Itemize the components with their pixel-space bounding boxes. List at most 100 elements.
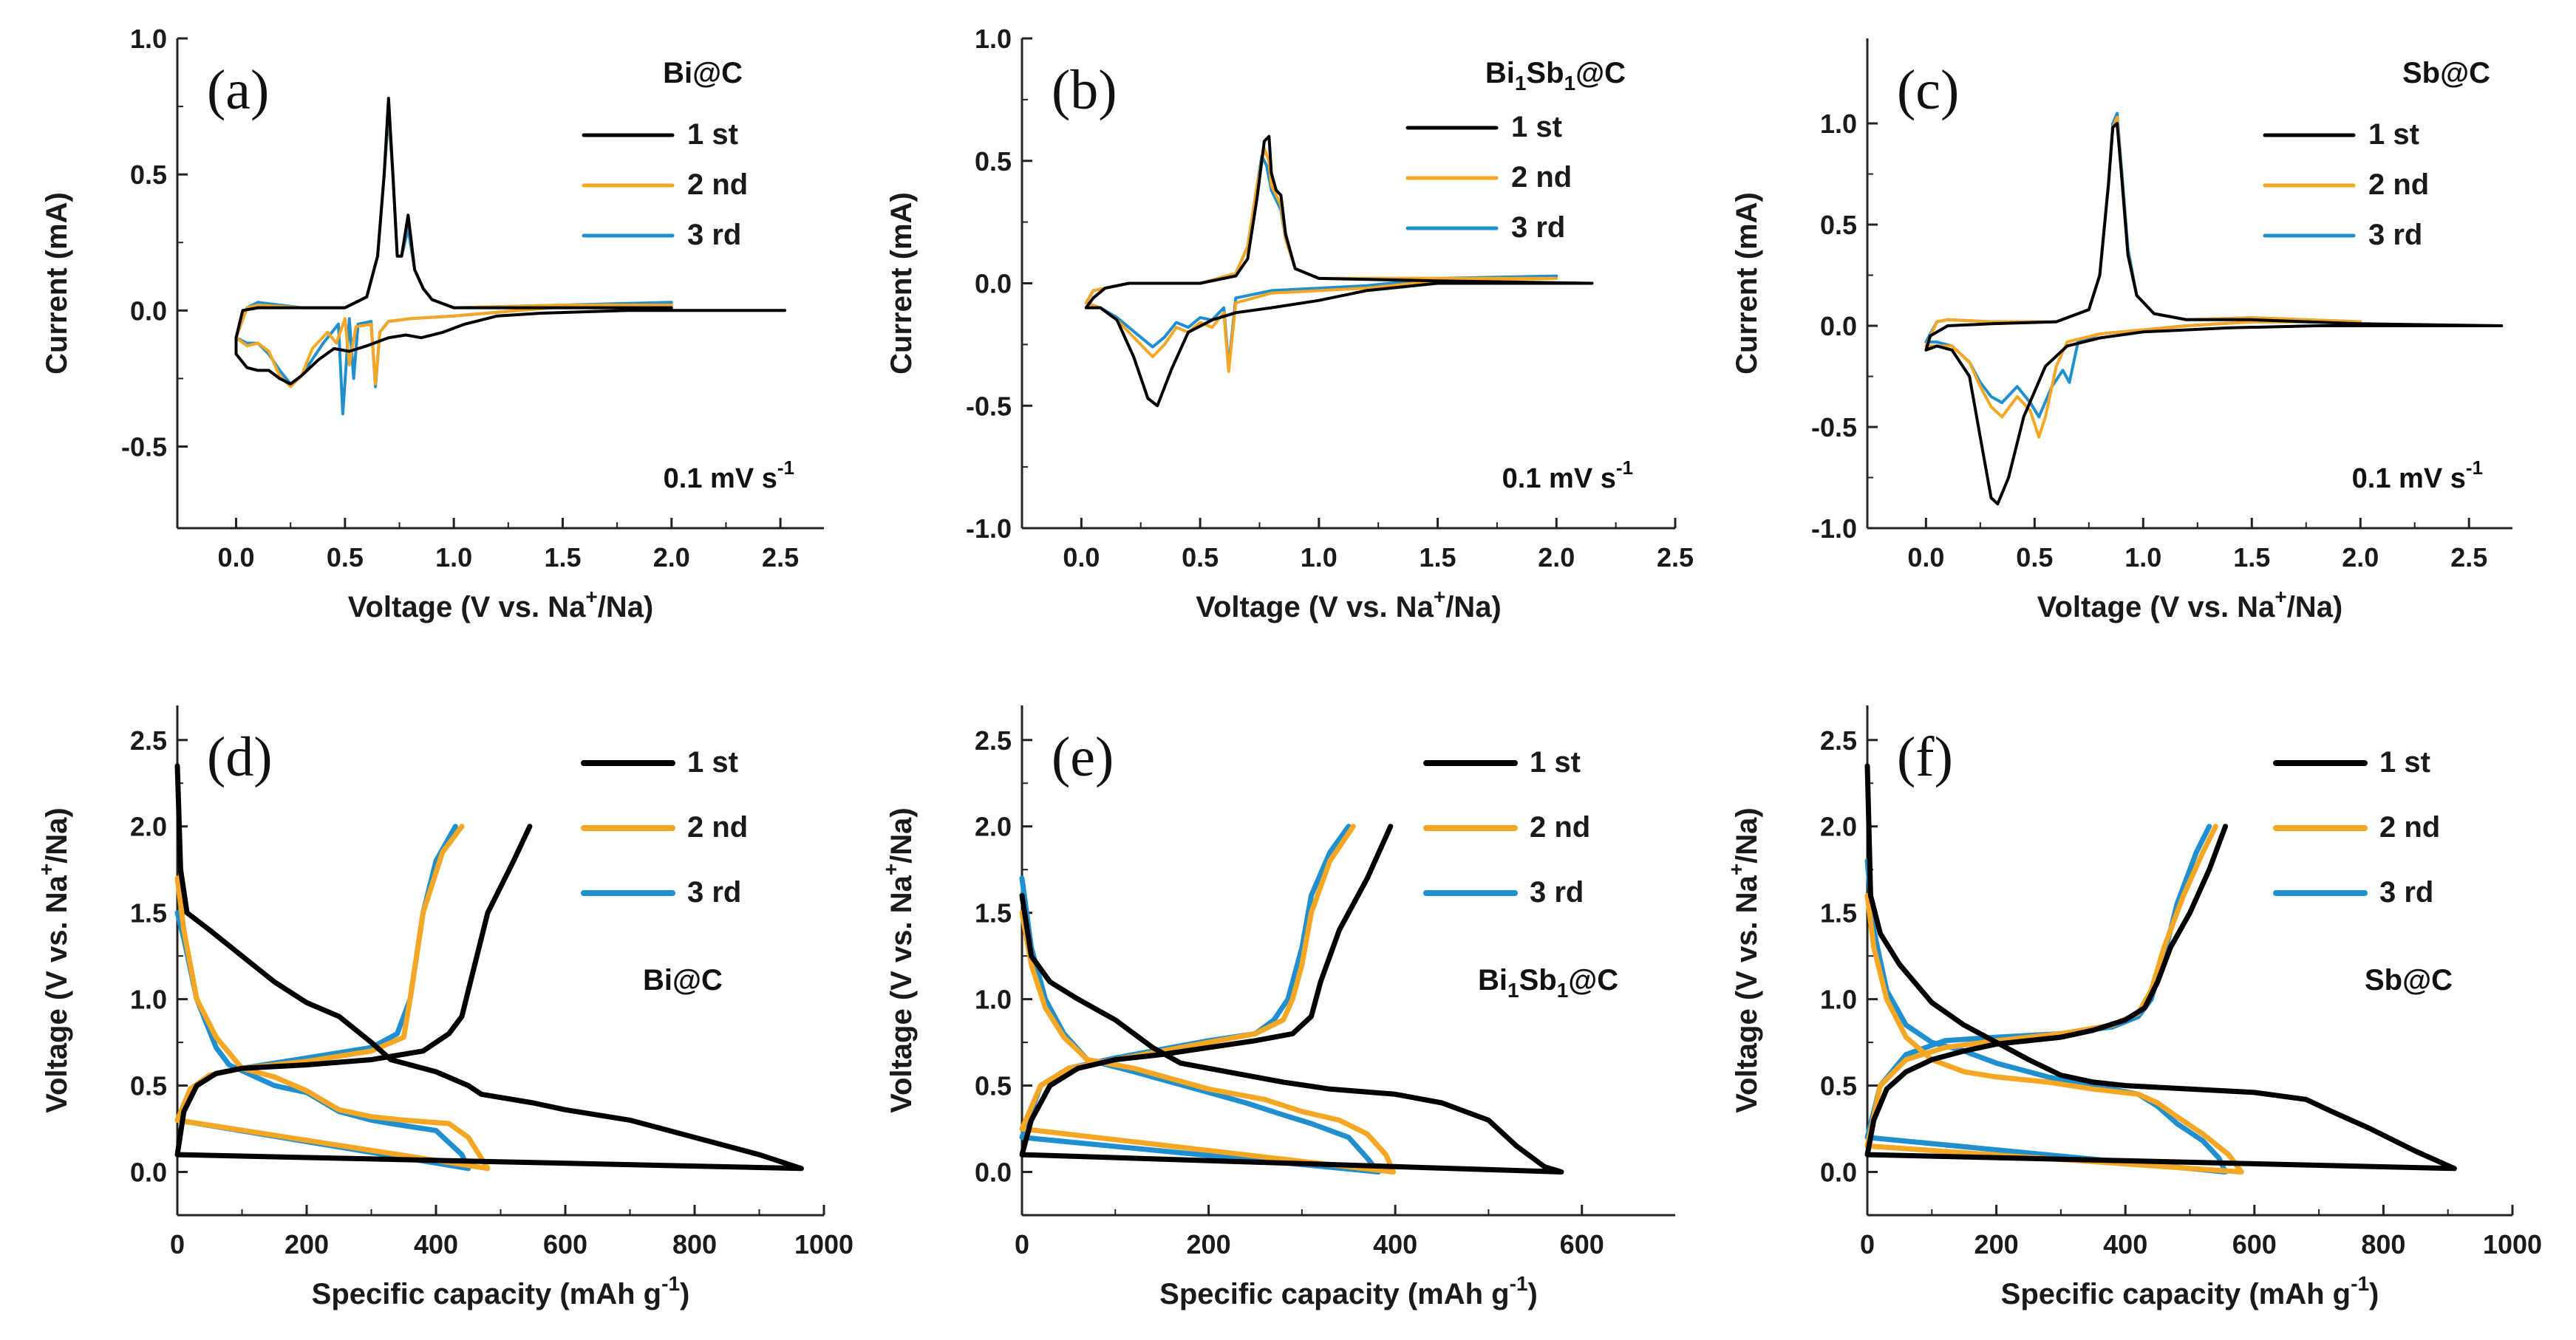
y-tick-label: 2.5 bbox=[975, 725, 1012, 756]
y-tick-label: 2.5 bbox=[130, 725, 167, 756]
series-line-2nd bbox=[234, 102, 673, 389]
sample-label: Sb@C bbox=[2365, 964, 2453, 997]
x-axis-title: Specific capacity (mAh g-1) bbox=[1159, 1272, 1538, 1310]
x-tick-label: 0.0 bbox=[218, 542, 255, 572]
x-tick-label: 600 bbox=[1560, 1229, 1604, 1259]
sample-label: Sb@C bbox=[2402, 57, 2490, 89]
series-line-1st bbox=[1924, 122, 2504, 506]
series-line-3rd bbox=[1084, 154, 1558, 369]
y-tick-label: 0.0 bbox=[975, 269, 1012, 299]
series-line-1st bbox=[234, 97, 786, 386]
x-tick-label: 1.0 bbox=[1301, 542, 1338, 572]
x-tick-label: 0 bbox=[1015, 1229, 1029, 1259]
sample-label: Bi@C bbox=[643, 964, 723, 997]
x-tick-label: 2.0 bbox=[1538, 542, 1575, 572]
legend-label: 3 rd bbox=[687, 876, 741, 909]
x-axis-title: Specific capacity (mAh g-1) bbox=[2001, 1272, 2379, 1310]
y-tick-label: 1.0 bbox=[130, 24, 167, 54]
panel-e-gcd-bisb-c: 0 200 400 600 0.0 0.5 1.0 1.5 2.0 2.5 Specific cap… bbox=[879, 705, 1675, 1310]
sample-label: Bi1Sb1@C bbox=[1478, 964, 1618, 1002]
x-tick-label: 1000 bbox=[2483, 1229, 2542, 1259]
x-axis-title: Voltage (V vs. Na+/Na) bbox=[2037, 585, 2343, 623]
y-tick-label: 1.0 bbox=[1820, 109, 1857, 139]
x-axis-title: Specific capacity (mAh g-1) bbox=[312, 1272, 690, 1310]
x-axis-title: Voltage (V vs. Na+/Na) bbox=[348, 585, 654, 623]
legend-label: 2 nd bbox=[2368, 168, 2429, 201]
legend-label: 1 st bbox=[687, 118, 738, 151]
x-tick-label: 0 bbox=[1860, 1229, 1875, 1259]
series-line-3rd bbox=[174, 824, 471, 1172]
y-tick-label: 0.5 bbox=[1820, 210, 1857, 240]
panel-tag: (f) bbox=[1897, 726, 1953, 788]
y-tick-label: 0.0 bbox=[130, 1158, 167, 1188]
x-tick-label: 200 bbox=[284, 1229, 329, 1259]
scan-rate-label: 0.1 mV s-1 bbox=[1502, 457, 1633, 494]
x-tick-label: 0.0 bbox=[1063, 542, 1100, 572]
panel-tag: (b) bbox=[1052, 59, 1117, 121]
y-tick-label: 2.5 bbox=[1820, 725, 1857, 756]
y-axis-title: Voltage (V vs. Na+/Na) bbox=[35, 807, 73, 1113]
series-line-3rd bbox=[1924, 112, 2362, 419]
panel-f-gcd-sb-c: 0 200 400 600 800 1000 0.0 0.5 1.0 1.5 2.0 2.5 Speci… bbox=[1725, 705, 2542, 1310]
legend-label: 1 st bbox=[2379, 746, 2430, 779]
legend-label: 2 nd bbox=[687, 811, 748, 844]
series-line-2nd bbox=[174, 824, 491, 1172]
x-axis-title: Voltage (V vs. Na+/Na) bbox=[1196, 585, 1502, 623]
legend-label: 2 nd bbox=[1511, 161, 1572, 194]
x-tick-label: 2.5 bbox=[2450, 542, 2487, 572]
x-tick-label: 2.0 bbox=[653, 542, 690, 572]
y-axis-title: Current (mA) bbox=[885, 192, 918, 375]
x-tick-label: 0.5 bbox=[2016, 542, 2053, 572]
panel-d-gcd-bi-c: 0 200 400 600 800 1000 0.0 0.5 1.0 1.5 2.0 2.5 Speci… bbox=[35, 705, 853, 1310]
legend-label: 1 st bbox=[1530, 746, 1581, 779]
x-tick-label: 1.5 bbox=[1420, 542, 1456, 572]
panel-c-cv-sb-c: 0.0 0.5 1.0 1.5 2.0 2.5 -1.0 -0.5 0.0 0.5 1.0 Volta… bbox=[1731, 38, 2512, 623]
series-line-2nd bbox=[1084, 147, 1558, 373]
series-line-2nd bbox=[1019, 824, 1397, 1175]
legend-label: 3 rd bbox=[1511, 211, 1565, 244]
x-tick-label: 600 bbox=[543, 1229, 587, 1259]
y-tick-label: 0.5 bbox=[1820, 1071, 1857, 1101]
panel-b-cv-bisb-c: 0.0 0.5 1.0 1.5 2.0 2.5 -1.0 -0.5 0.0 0.5 1.0 Volta… bbox=[885, 24, 1694, 623]
sample-label: Bi@C bbox=[663, 57, 743, 89]
y-axis-title: Current (mA) bbox=[1731, 192, 1763, 375]
panel-tag: (a) bbox=[207, 59, 269, 121]
scan-rate-label: 0.1 mV s-1 bbox=[2352, 457, 2483, 494]
legend-label: 1 st bbox=[687, 746, 738, 779]
x-tick-label: 800 bbox=[672, 1229, 717, 1259]
series-line-3rd bbox=[1864, 824, 2228, 1175]
series-line-1st bbox=[1084, 134, 1594, 408]
x-tick-label: 800 bbox=[2361, 1229, 2405, 1259]
x-tick-label: 1.0 bbox=[435, 542, 472, 572]
series-line-2nd bbox=[1924, 115, 2362, 439]
series-line-1st bbox=[1864, 763, 2457, 1172]
x-tick-label: 200 bbox=[1187, 1229, 1231, 1259]
x-tick-label: 0.0 bbox=[1907, 542, 1944, 572]
x-tick-label: 400 bbox=[1373, 1229, 1417, 1259]
x-tick-label: 0 bbox=[170, 1229, 185, 1259]
x-tick-label: 1000 bbox=[794, 1229, 853, 1259]
y-tick-label: -1.0 bbox=[966, 513, 1012, 544]
y-tick-label: 1.5 bbox=[1820, 898, 1857, 929]
legend-label: 2 nd bbox=[2379, 811, 2440, 844]
x-tick-label: 1.5 bbox=[2233, 542, 2270, 572]
legend-label: 3 rd bbox=[2379, 876, 2433, 909]
y-tick-label: 1.0 bbox=[1820, 985, 1857, 1015]
y-tick-label: 0.0 bbox=[1820, 1158, 1857, 1188]
y-tick-label: -0.5 bbox=[966, 391, 1012, 421]
y-tick-label: 2.0 bbox=[130, 812, 167, 842]
y-axis-title: Voltage (V vs. Na+/Na) bbox=[1725, 807, 1763, 1113]
y-tick-label: -1.0 bbox=[1811, 513, 1857, 544]
x-tick-label: 600 bbox=[2232, 1229, 2277, 1259]
y-tick-label: 0.0 bbox=[130, 295, 167, 326]
y-tick-label: -0.5 bbox=[121, 432, 167, 462]
y-tick-label: -0.5 bbox=[1811, 412, 1857, 442]
x-tick-label: 0.5 bbox=[327, 542, 364, 572]
series-line-1st bbox=[1019, 824, 1564, 1175]
legend-label: 3 rd bbox=[2368, 219, 2422, 251]
x-tick-label: 200 bbox=[1974, 1229, 2019, 1259]
x-tick-label: 2.0 bbox=[2342, 542, 2379, 572]
legend-label: 2 nd bbox=[687, 168, 748, 201]
y-tick-label: 1.5 bbox=[130, 898, 167, 929]
